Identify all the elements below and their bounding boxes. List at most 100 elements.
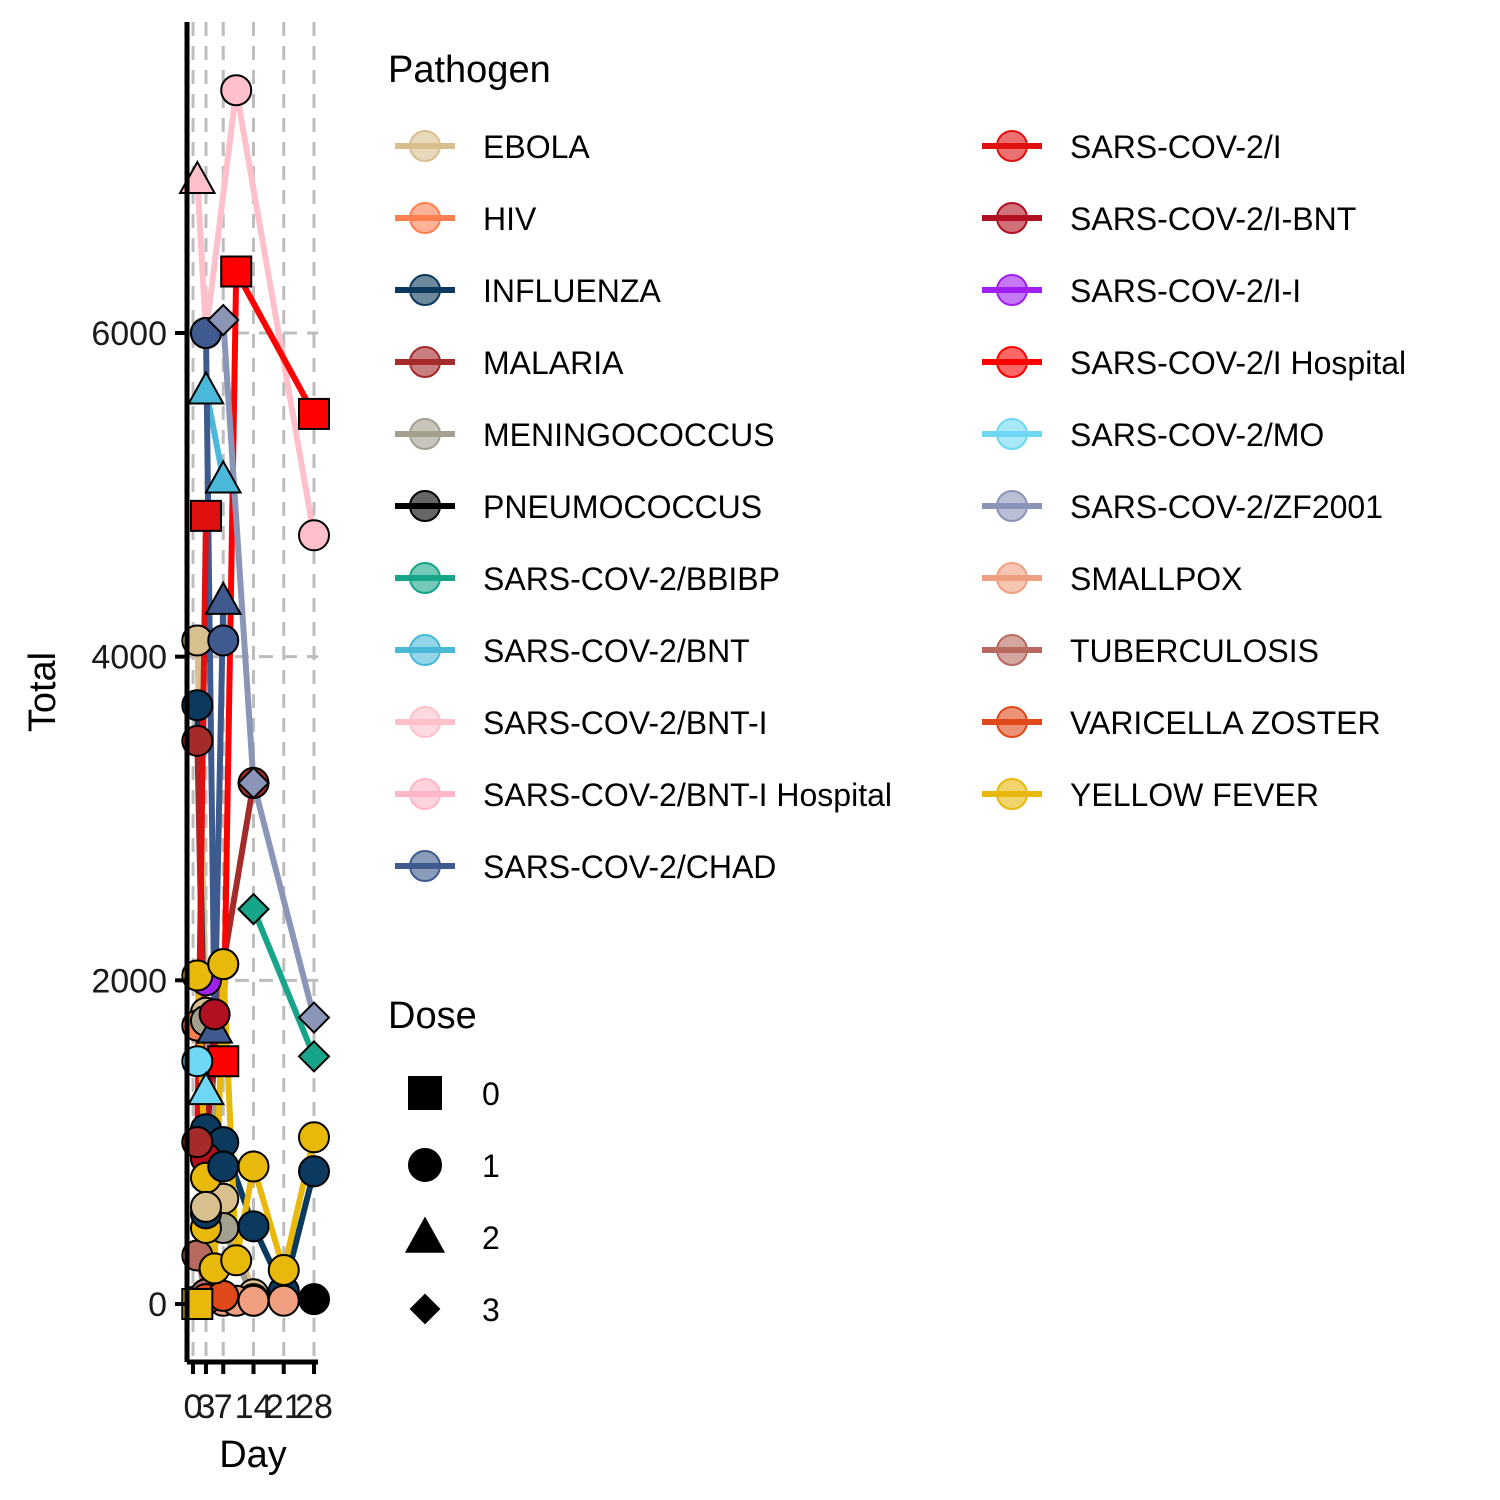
point-extra-malaria-5 [181, 1126, 214, 1159]
point-yellow-fever-6 [267, 1254, 300, 1287]
x-tick-label-21: 21 [265, 1388, 303, 1426]
series-line-sars-cov-2-chad [202, 332, 227, 1032]
y-axis-title: Total [22, 652, 64, 732]
point-sars-cov-2-i-1 [189, 499, 222, 532]
legend-item-ebola: EBOLA [395, 129, 590, 165]
legend-label-pneumococcus: PNEUMOCOCCUS [483, 489, 762, 525]
point-extra-influenza-2 [207, 1150, 240, 1183]
x-tick-label-7: 7 [214, 1388, 233, 1426]
legend-key-point-sars-cov-2-bnt [409, 634, 441, 666]
legend-dose-label-0: 0 [482, 1076, 500, 1112]
legend-label-sars-cov-2-i: SARS-COV-2/I [1070, 129, 1282, 165]
legend-key-point-influenza [409, 274, 441, 306]
legend-key-point-sars-cov-2-mo [996, 418, 1028, 450]
legend-item-malaria: MALARIA [395, 345, 624, 381]
legend-label-sars-cov-2-bnt: SARS-COV-2/BNT [483, 633, 750, 669]
point-yellow-fever-4 [220, 1244, 253, 1277]
legend-item-tuberculosis: TUBERCULOSIS [982, 633, 1319, 669]
legend-item-sars-cov-2-i-i: SARS-COV-2/I-I [982, 273, 1301, 309]
legend-dose-item-3: 3 [409, 1292, 500, 1328]
legend-dose-key-2 [404, 1216, 446, 1253]
point-sars-cov-2-bnt-i-2 [220, 74, 253, 107]
legend-item-sars-cov-2-zf2001: SARS-COV-2/ZF2001 [982, 489, 1383, 525]
point-smallpox-2 [237, 1284, 270, 1317]
point-sars-cov-2-bnt-i-3 [298, 519, 330, 552]
legend-item-sars-cov-2-chad: SARS-COV-2/CHAD [395, 849, 776, 885]
x-tick-label-28: 28 [295, 1388, 333, 1426]
legend-key-point-tuberculosis [996, 634, 1028, 666]
point-sars-cov-2-zf2001-2 [297, 1001, 331, 1034]
legend-key-point-sars-cov-2-zf2001 [996, 490, 1028, 522]
legend-label-varicella-zoster: VARICELLA ZOSTER [1070, 705, 1381, 741]
legend-label-sars-cov-2-i-i: SARS-COV-2/I-I [1070, 273, 1301, 309]
legend-label-tuberculosis: TUBERCULOSIS [1070, 633, 1319, 669]
legend-dose-key-1 [408, 1148, 442, 1182]
legend-dose-item-2: 2 [404, 1216, 500, 1256]
y-tick-label-4000: 4000 [91, 639, 167, 677]
point-pneumococcus-3 [298, 1283, 330, 1316]
legend-label-sars-cov-2-chad: SARS-COV-2/CHAD [483, 849, 776, 885]
legend-key-point-ebola [409, 130, 441, 162]
legend-key-point-sars-cov-2-i-i [996, 274, 1028, 306]
legend-item-sars-cov-2-bbibp: SARS-COV-2/BBIBP [395, 561, 780, 597]
legend-label-sars-cov-2-mo: SARS-COV-2/MO [1070, 417, 1324, 453]
legend-key-point-pneumococcus [409, 490, 441, 522]
legend-label-influenza: INFLUENZA [483, 273, 661, 309]
legend-label-sars-cov-2-bbibp: SARS-COV-2/BBIBP [483, 561, 780, 597]
legend-dose-item-0: 0 [408, 1076, 500, 1112]
legend-label-ebola: EBOLA [483, 129, 590, 165]
legend-dose-key-3 [409, 1293, 441, 1325]
point-malaria-0 [181, 724, 214, 757]
point-sars-cov-2-zf2001-0 [206, 303, 240, 337]
point-influenza-5 [298, 1155, 330, 1188]
point-sars-cov-2-i-bnt-1 [198, 998, 231, 1031]
point-sars-cov-2-zf2001-1 [237, 766, 270, 800]
point-yellow-fever-5 [237, 1150, 270, 1183]
point-sars-cov-2-chad-2 [204, 580, 243, 615]
point-influenza-3 [237, 1210, 270, 1243]
legend-label-sars-cov-2-bnt-i-hospital: SARS-COV-2/BNT-I Hospital [483, 777, 892, 813]
legend-item-varicella-zoster: VARICELLA ZOSTER [982, 705, 1381, 741]
point-yellow-fever-3 [207, 948, 240, 981]
legend-label-meningococcus: MENINGOCOCCUS [483, 417, 775, 453]
x-tick-label-14: 14 [235, 1388, 273, 1426]
y-tick-label-0: 0 [148, 1286, 167, 1324]
legend-dose-item-1: 1 [408, 1148, 500, 1184]
legend-label-yellow-fever: YELLOW FEVER [1070, 777, 1319, 813]
point-sars-cov-2-bnt-1 [204, 459, 243, 494]
legend-item-pneumococcus: PNEUMOCOCCUS [395, 489, 762, 525]
series-points [178, 74, 331, 1320]
legend-key-point-sars-cov-2-bbibp [409, 562, 441, 594]
legend-key-point-varicella-zoster [996, 706, 1028, 738]
point-smallpox-3 [267, 1284, 300, 1317]
legend-item-hiv: HIV [395, 201, 537, 237]
point-sars-cov-2-mo-0 [181, 1045, 214, 1078]
x-tick-label-0: 0 [184, 1388, 203, 1426]
point-sars-cov-2-bbibp-0 [237, 892, 270, 926]
legend-key-point-smallpox [996, 562, 1028, 594]
legend-item-meningococcus: MENINGOCOCCUS [395, 417, 775, 453]
legend-item-sars-cov-2-mo: SARS-COV-2/MO [982, 417, 1324, 453]
point-influenza-0 [181, 689, 214, 722]
point-sars-cov-2-bbibp-1 [297, 1039, 331, 1073]
legend-dose-label-2: 2 [482, 1220, 500, 1256]
legend-key-point-sars-cov-2-i-bnt [996, 202, 1028, 234]
point-extra-ebola-4 [189, 1190, 222, 1223]
legend-item-sars-cov-2-i-bnt: SARS-COV-2/I-BNT [982, 201, 1356, 237]
legend-label-hiv: HIV [483, 201, 537, 237]
legend-item-smallpox: SMALLPOX [982, 561, 1243, 597]
y-tick-label-6000: 6000 [91, 315, 167, 353]
x-axis-title: Day [219, 1434, 287, 1476]
point-sars-cov-2-i-hospital-1 [220, 255, 253, 288]
legend-item-sars-cov-2-i-hospital: SARS-COV-2/I Hospital [982, 345, 1406, 381]
legend-item-yellow-fever: YELLOW FEVER [982, 777, 1319, 813]
legend-label-sars-cov-2-zf2001: SARS-COV-2/ZF2001 [1070, 489, 1383, 525]
y-tick-label-2000: 2000 [91, 962, 167, 1000]
legend-key-point-sars-cov-2-chad [409, 850, 441, 882]
legend-pathogen-title: Pathogen [388, 49, 551, 91]
legend-label-smallpox: SMALLPOX [1070, 561, 1243, 597]
legend-dose-title: Dose [388, 995, 477, 1037]
